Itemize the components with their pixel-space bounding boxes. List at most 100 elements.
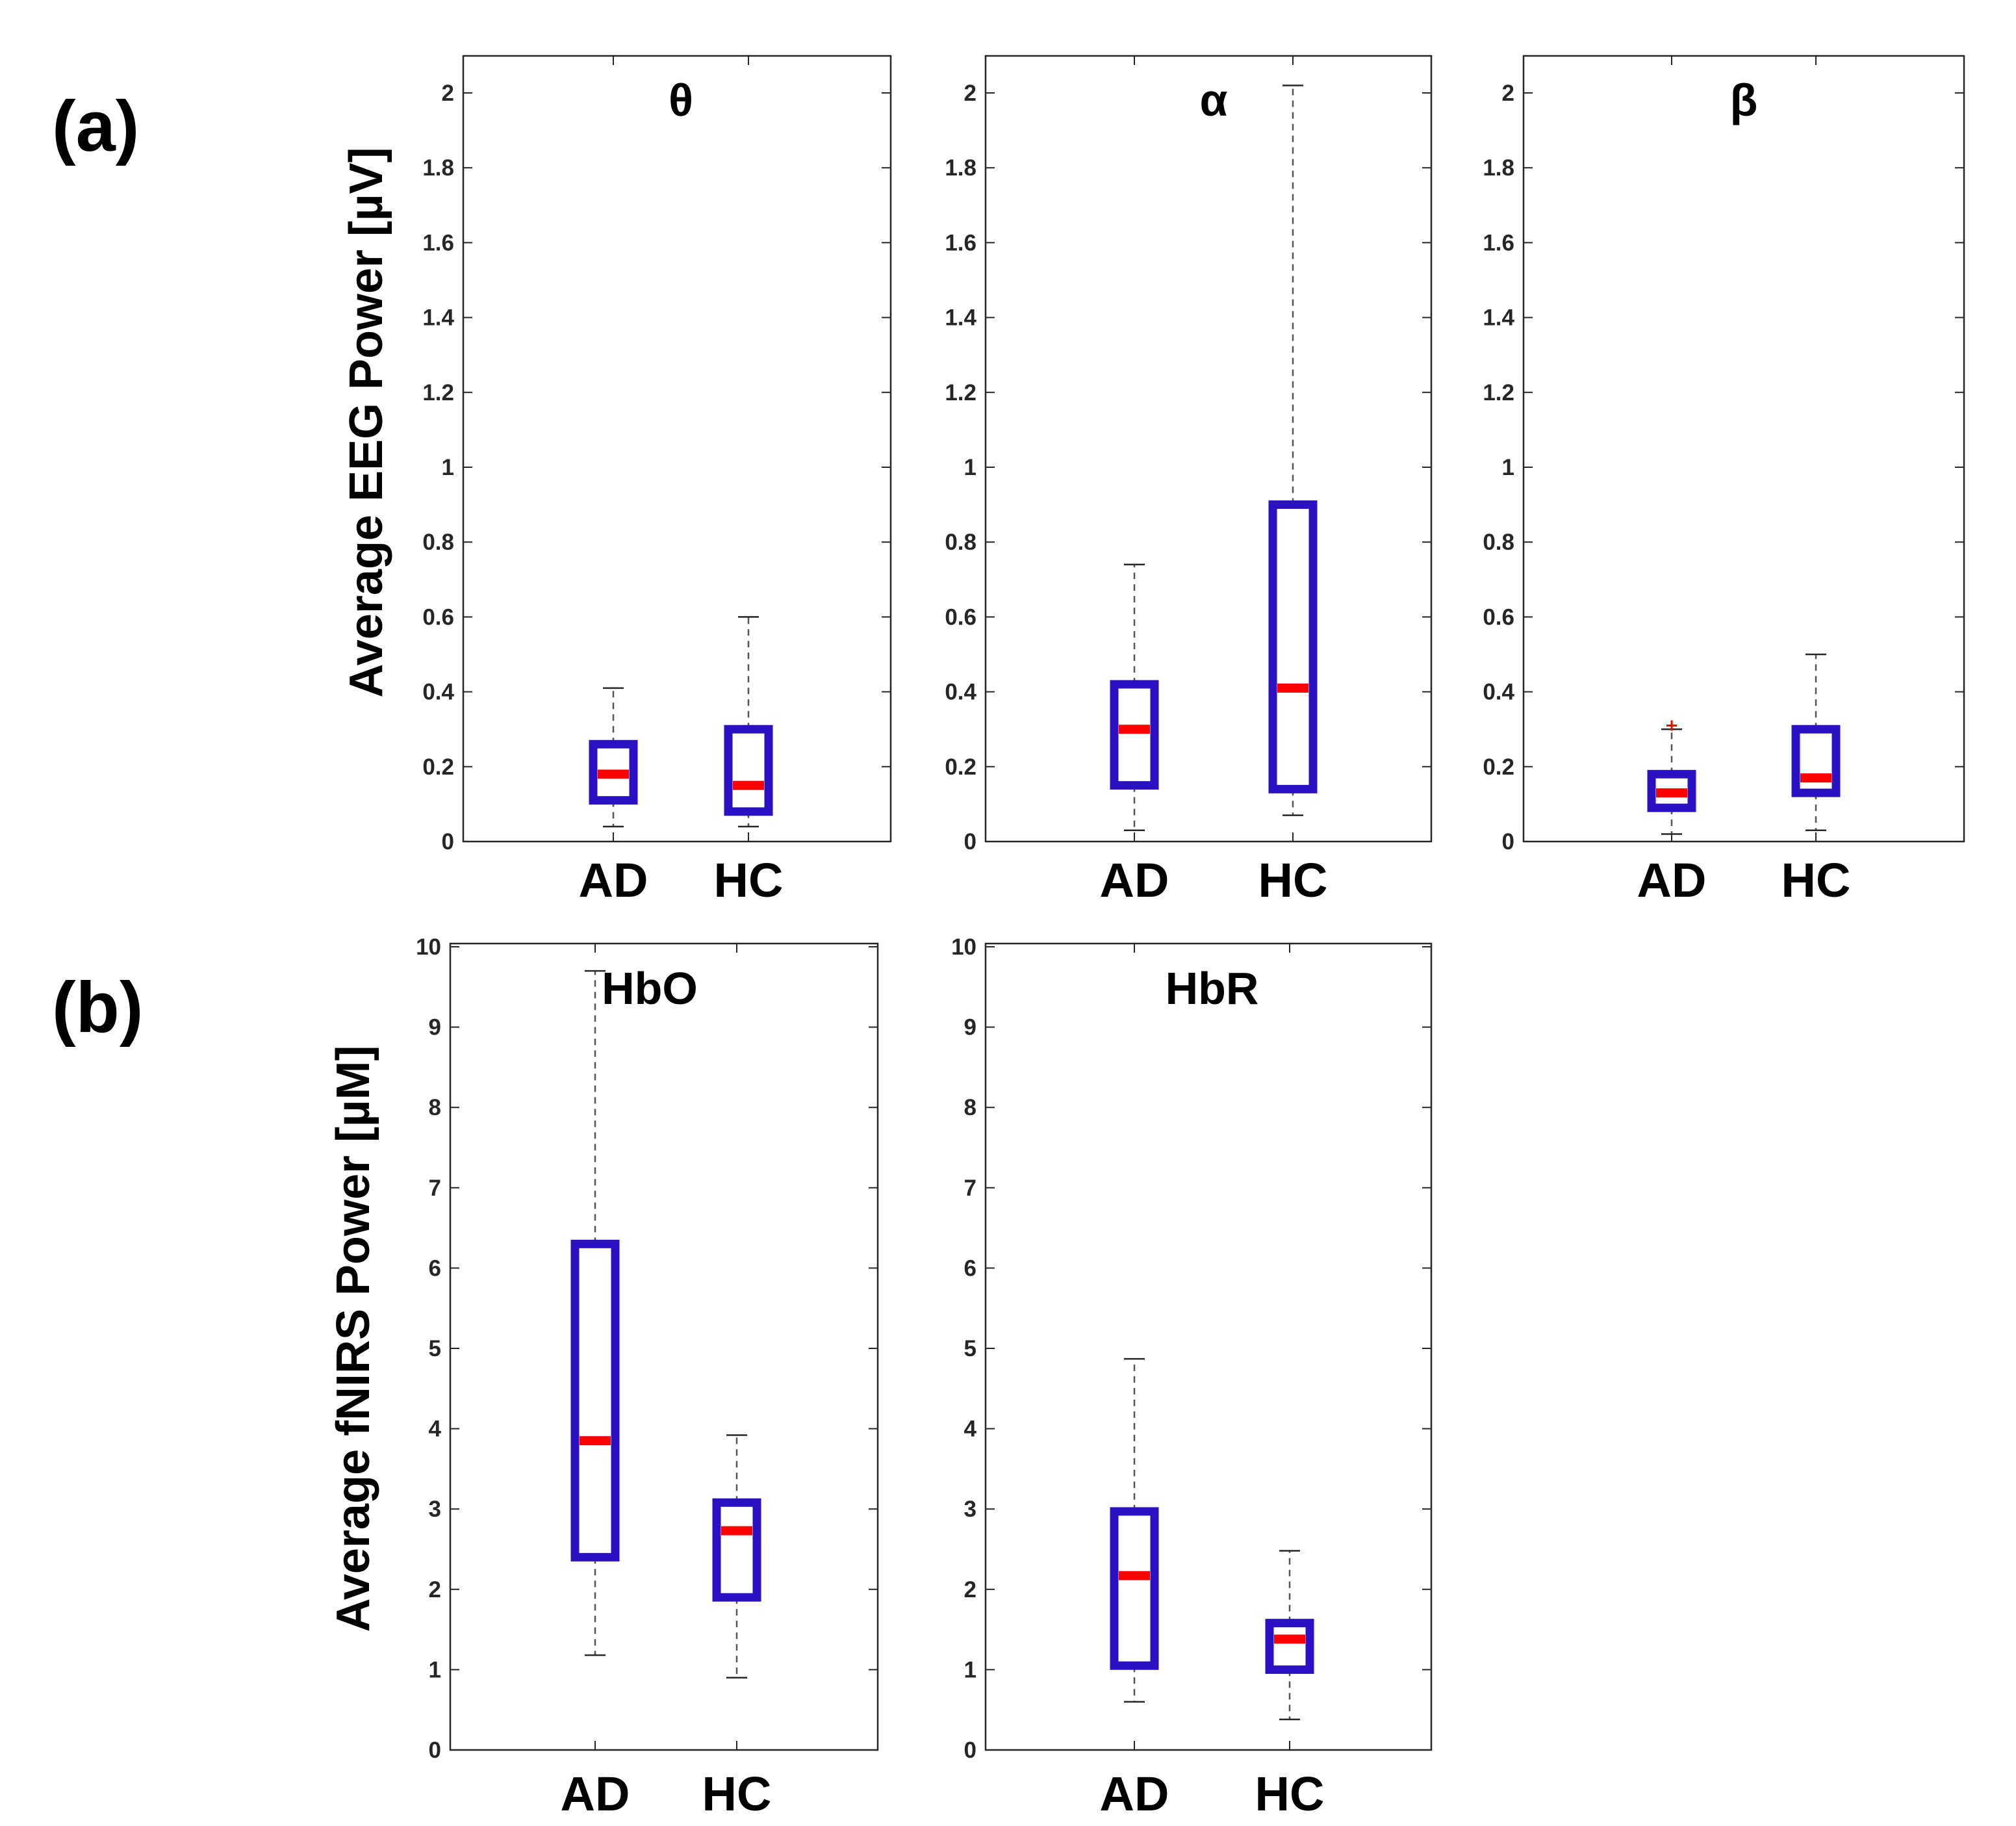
y-tick-label: 10 (416, 934, 441, 960)
box-ad (1647, 720, 1696, 835)
y-tick-label: 1.2 (422, 380, 454, 405)
box-hc (724, 616, 773, 828)
y-axis-label: Average fNIRS Power [µM] (327, 1046, 379, 1632)
y-tick-label: 1.6 (422, 230, 454, 255)
plots-group: 0 0.2 0.4 0.6 0.8 1 1.2 1.4 1.6 1.8 2 θ Average EEG … (327, 55, 1965, 1821)
y-tick-label: 7 (429, 1176, 441, 1201)
y-tick-label: 1 (442, 455, 454, 480)
iqr-box (1110, 680, 1159, 790)
y-tick-label: 0.2 (1483, 754, 1514, 780)
x-category-label: HC (1258, 853, 1328, 907)
x-category-label: AD (579, 853, 648, 907)
y-tick-label: 1.4 (422, 305, 454, 331)
box-ad (1110, 1357, 1159, 1703)
y-tick-label: 1.4 (945, 305, 976, 331)
iqr-box (712, 1498, 761, 1602)
y-tick-label: 2 (442, 81, 454, 106)
y-tick-label: 1.6 (945, 230, 976, 255)
y-tick-label: 3 (964, 1497, 976, 1522)
box-ad (589, 687, 638, 828)
y-tick-label: 1.8 (945, 155, 976, 181)
axes-frame-4 (449, 942, 879, 1751)
iqr-box (1110, 1507, 1159, 1670)
x-category-label: AD (1100, 1767, 1169, 1821)
box-hc (1791, 653, 1841, 831)
outlier-marker (1666, 720, 1677, 731)
y-tick-label: 2 (964, 81, 976, 106)
y-tick-label: 0 (1502, 829, 1514, 855)
y-tick-label: 8 (429, 1095, 441, 1120)
y-tick-label: 4 (429, 1417, 442, 1442)
plot-title: HbR (1166, 963, 1259, 1014)
y-tick-label: 5 (964, 1336, 976, 1361)
y-tick-label: 1.6 (1483, 230, 1514, 255)
y-tick-label: 4 (964, 1417, 977, 1442)
y-tick-label: 1.8 (422, 155, 454, 181)
y-tick-label: 7 (964, 1176, 976, 1201)
y-tick-label: 6 (429, 1255, 441, 1281)
y-tick-label: 3 (429, 1497, 441, 1522)
y-tick-label: 0.6 (1483, 604, 1514, 630)
y-axis-label: Average EEG Power [µV] (340, 147, 392, 697)
y-tick-label: 0.2 (945, 754, 976, 780)
y-tick-label: 2 (429, 1577, 441, 1602)
iqr-box (1268, 500, 1318, 793)
y-tick-label: 1 (429, 1657, 441, 1682)
iqr-box (724, 725, 773, 816)
x-category-label: HC (702, 1767, 772, 1821)
axes-frame-1 (462, 55, 892, 843)
iqr-box (1265, 1619, 1314, 1674)
y-tick-label: 0.4 (1483, 680, 1514, 705)
y-tick-label: 0.8 (945, 530, 976, 555)
y-tick-label: 0.2 (422, 754, 454, 780)
y-tick-label: 0.6 (945, 604, 976, 630)
y-tick-label: 1 (964, 1657, 976, 1682)
x-category-label: HC (1781, 853, 1851, 907)
x-category-label: AD (1100, 853, 1169, 907)
y-tick-label: 0 (964, 1738, 976, 1763)
box-hc (1265, 1550, 1314, 1721)
y-tick-label: 1 (964, 455, 976, 480)
y-tick-label: 0.4 (945, 680, 976, 705)
axes-frame-3 (1522, 55, 1965, 843)
y-tick-label: 0.6 (422, 604, 454, 630)
y-tick-label: 1 (1502, 455, 1514, 480)
plot-title: HbO (602, 963, 698, 1014)
y-tick-label: 9 (429, 1015, 441, 1040)
x-category-label: AD (561, 1767, 630, 1821)
x-category-label: AD (1637, 853, 1707, 907)
iqr-box (570, 1239, 620, 1562)
y-tick-label: 0.8 (1483, 530, 1514, 555)
iqr-box (1647, 769, 1696, 812)
panel-label-a: (a) (52, 86, 139, 166)
x-category-label: HC (1255, 1767, 1325, 1821)
y-tick-label: 1.2 (945, 380, 976, 405)
plot-title: θ (669, 75, 693, 125)
y-tick-label: 0 (964, 829, 976, 855)
panel-label-b: (b) (52, 968, 143, 1048)
y-tick-label: 0.4 (422, 680, 454, 705)
box-hc (1268, 84, 1318, 816)
y-tick-label: 1.2 (1483, 380, 1514, 405)
y-tick-label: 8 (964, 1095, 976, 1120)
y-tick-label: 0 (442, 829, 454, 855)
plot-title: β (1730, 75, 1758, 125)
x-category-label: HC (714, 853, 784, 907)
y-tick-label: 0 (429, 1738, 441, 1763)
y-tick-label: 9 (964, 1015, 976, 1040)
iqr-box (1791, 725, 1841, 797)
box-hc (712, 1434, 761, 1679)
y-tick-label: 0.8 (422, 530, 454, 555)
y-tick-label: 1.4 (1483, 305, 1514, 331)
box-ad (570, 970, 620, 1656)
y-tick-label: 2 (964, 1577, 976, 1602)
y-tick-label: 6 (964, 1255, 976, 1281)
y-tick-label: 1.8 (1483, 155, 1514, 181)
axes-frame-5 (984, 942, 1433, 1751)
plot-title: α (1199, 75, 1227, 125)
y-tick-label: 5 (429, 1336, 441, 1361)
box-ad (1110, 563, 1159, 831)
iqr-box (589, 739, 638, 805)
y-tick-label: 2 (1502, 81, 1514, 106)
